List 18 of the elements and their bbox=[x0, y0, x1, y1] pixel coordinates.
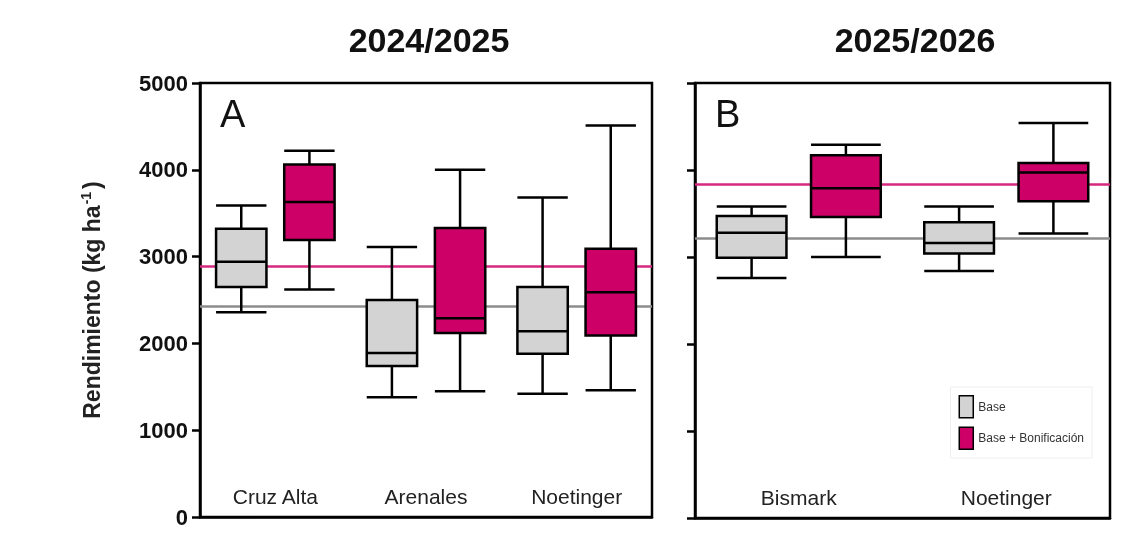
x-tick-label: Cruz Alta bbox=[232, 485, 319, 508]
y-axis-title: Rendimiento (kg ha-1) bbox=[78, 181, 105, 419]
legend-label: Base + Bonificación bbox=[978, 431, 1084, 446]
annotation: A bbox=[220, 93, 246, 135]
y-tick-label: 0 bbox=[175, 504, 188, 530]
y-tick-label: 4000 bbox=[139, 157, 188, 183]
chart-title: 2024/2025 bbox=[348, 21, 510, 59]
x-tick-label: Noetinger bbox=[531, 485, 623, 508]
x-tick-label: Arenales bbox=[384, 485, 468, 508]
x-tick-label: Bismark bbox=[760, 486, 838, 509]
x-tick-label: Noetinger bbox=[960, 486, 1052, 509]
y-tick-label: 2000 bbox=[139, 330, 188, 356]
chart-title: 2025/2026 bbox=[834, 21, 996, 59]
legend-label: Base bbox=[978, 399, 1006, 414]
y-tick-label: 5000 bbox=[139, 70, 188, 96]
y-tick-label: 1000 bbox=[139, 417, 188, 443]
annotation: B bbox=[715, 93, 741, 135]
y-tick-label: 3000 bbox=[139, 244, 188, 270]
